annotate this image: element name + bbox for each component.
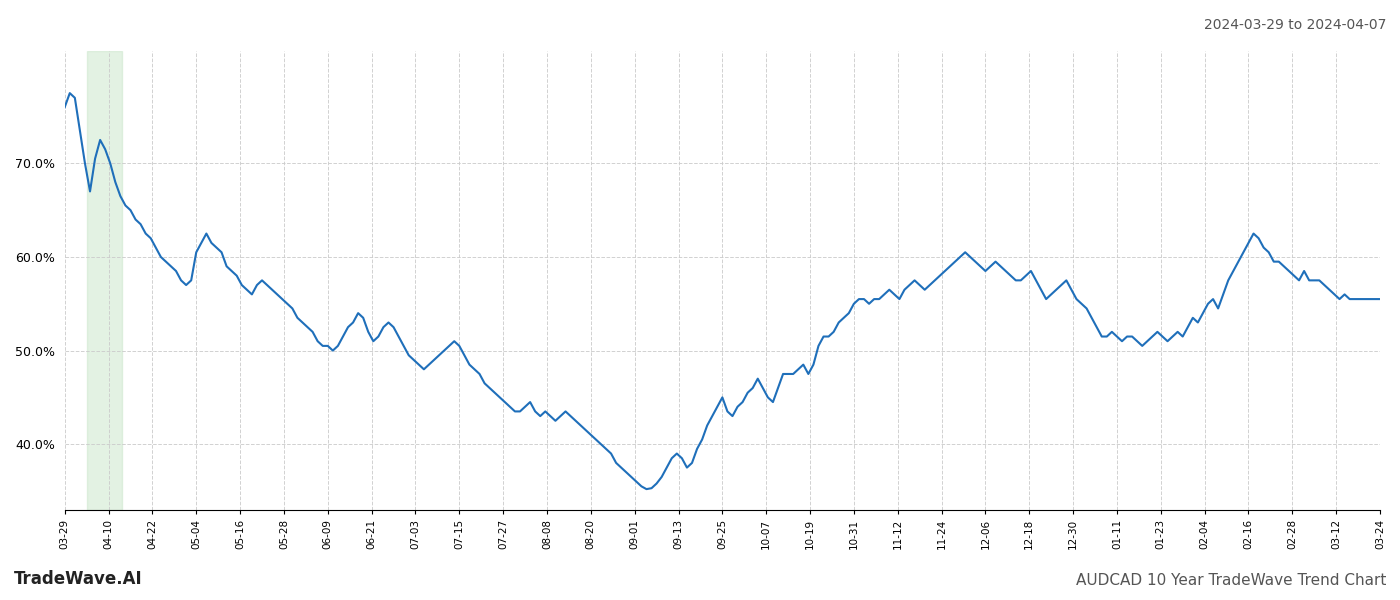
Text: AUDCAD 10 Year TradeWave Trend Chart: AUDCAD 10 Year TradeWave Trend Chart <box>1075 573 1386 588</box>
Text: TradeWave.AI: TradeWave.AI <box>14 570 143 588</box>
Bar <box>87 51 122 510</box>
Text: 2024-03-29 to 2024-04-07: 2024-03-29 to 2024-04-07 <box>1204 18 1386 32</box>
